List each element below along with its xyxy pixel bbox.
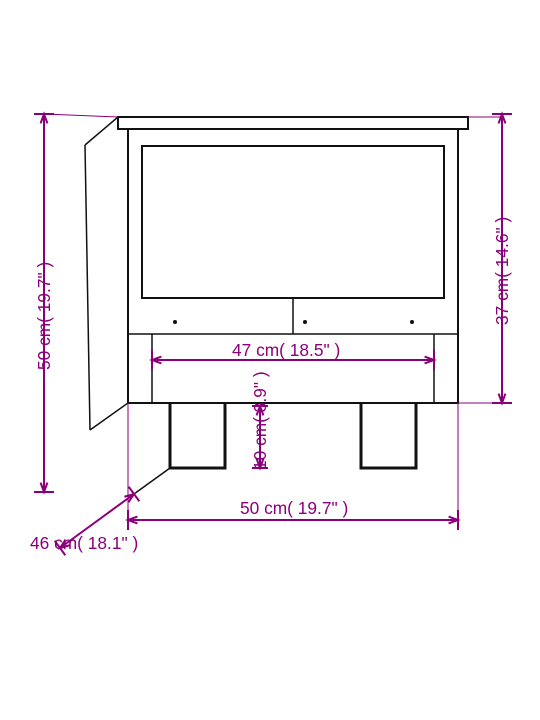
dim-label-height-body: 37 cm( 14.6" ) <box>494 217 511 325</box>
dim-label-height-overall: 50 cm( 19.7" ) <box>36 262 53 370</box>
dim-label-depth: 46 cm( 18.1" ) <box>30 535 138 552</box>
dim-label-shelf-width: 47 cm( 18.5" ) <box>232 342 340 359</box>
diagram-svg <box>0 0 540 720</box>
dim-label-leg-height: 10 cm( 3.9" ) <box>252 371 269 470</box>
diagram-stage: 50 cm( 19.7" ) 37 cm( 14.6" ) 10 cm( 3.9… <box>0 0 540 720</box>
dim-label-width-overall: 50 cm( 19.7" ) <box>240 500 348 517</box>
